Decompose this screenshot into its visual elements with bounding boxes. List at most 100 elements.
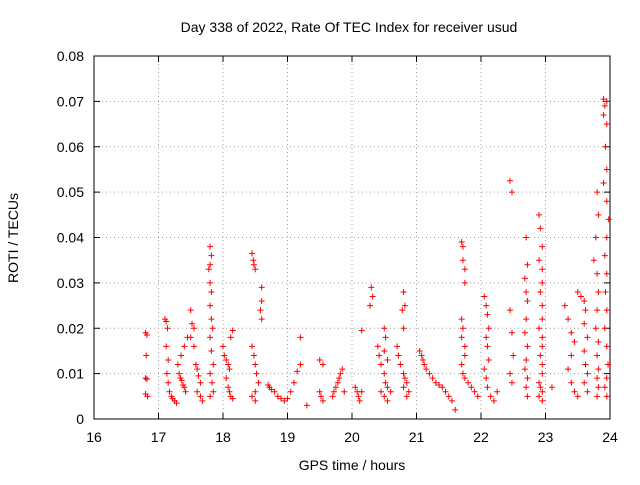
y-tick-label: 0 [76, 411, 84, 427]
data-point [486, 357, 492, 363]
data-point [465, 380, 471, 386]
data-point [472, 389, 478, 395]
data-point [388, 389, 394, 395]
data-point [594, 307, 600, 313]
data-point [507, 178, 513, 184]
data-point [484, 384, 490, 390]
data-point [208, 253, 214, 259]
data-point [568, 380, 574, 386]
data-point [483, 375, 489, 381]
data-point [523, 289, 529, 295]
data-point [539, 266, 545, 272]
x-tick-label: 17 [151, 429, 167, 445]
y-tick-label: 0.08 [57, 48, 84, 64]
data-point [524, 393, 530, 399]
y-tick-label: 0.02 [57, 320, 84, 336]
data-point [252, 266, 258, 272]
data-point [595, 212, 601, 218]
data-point [207, 262, 213, 268]
data-point [165, 325, 171, 331]
data-point [562, 303, 568, 309]
data-point [336, 375, 342, 381]
chart-title: Day 338 of 2022, Rate Of TEC Index for r… [181, 19, 518, 35]
data-point [602, 144, 608, 150]
data-point [601, 180, 607, 186]
data-point [593, 235, 599, 241]
data-point [584, 389, 590, 395]
data-point [584, 334, 590, 340]
data-point [462, 352, 468, 358]
data-point [359, 328, 365, 334]
data-point [604, 121, 610, 127]
x-tick-label: 22 [473, 429, 489, 445]
data-point [572, 389, 578, 395]
data-point [581, 348, 587, 354]
data-point [568, 330, 574, 336]
data-point [401, 384, 407, 390]
data-points [143, 96, 612, 413]
data-point [565, 316, 571, 322]
data-point [194, 389, 200, 395]
data-point [594, 189, 600, 195]
data-point [483, 334, 489, 340]
data-point [255, 380, 261, 386]
data-point [384, 357, 390, 363]
data-point [460, 325, 466, 331]
data-point [317, 389, 323, 395]
data-point [449, 398, 455, 404]
data-point [581, 380, 587, 386]
data-point [594, 393, 600, 399]
data-point [367, 303, 373, 309]
data-point [383, 334, 389, 340]
data-point [462, 280, 468, 286]
data-point [507, 371, 513, 377]
data-point [210, 325, 216, 331]
y-tick-label: 0.06 [57, 139, 84, 155]
data-point [176, 371, 182, 377]
x-tick-label: 24 [602, 429, 618, 445]
data-point [522, 366, 528, 372]
data-point [537, 289, 543, 295]
data-point [459, 362, 465, 368]
data-point [584, 371, 590, 377]
data-point [488, 393, 494, 399]
data-point [175, 362, 181, 368]
data-point [401, 325, 407, 331]
data-point [510, 352, 516, 358]
data-point [381, 325, 387, 331]
y-tick-label: 0.04 [57, 230, 84, 246]
data-point [252, 389, 258, 395]
data-point [208, 316, 214, 322]
data-point [193, 362, 199, 368]
data-point [178, 352, 184, 358]
data-point [401, 371, 407, 377]
data-point [226, 389, 232, 395]
data-point [375, 343, 381, 349]
data-point [565, 366, 571, 372]
data-point [460, 244, 466, 250]
data-point [426, 371, 432, 377]
data-point [210, 362, 216, 368]
data-point [378, 389, 384, 395]
data-point [254, 371, 260, 377]
x-tick-label: 16 [86, 429, 102, 445]
y-axis-label: ROTI / TECUs [5, 193, 21, 283]
data-point [144, 376, 150, 382]
data-point [381, 348, 387, 354]
data-point [484, 343, 490, 349]
data-point [317, 357, 323, 363]
data-point [524, 343, 530, 349]
data-point [297, 334, 303, 340]
data-point [494, 389, 500, 395]
data-point [397, 362, 403, 368]
data-point [509, 189, 515, 195]
data-point [595, 289, 601, 295]
data-point [602, 289, 608, 295]
data-point [604, 343, 610, 349]
data-point [249, 250, 255, 256]
data-point [606, 216, 612, 222]
data-point [539, 244, 545, 250]
data-point [509, 380, 515, 386]
data-point [468, 384, 474, 390]
data-point [593, 325, 599, 331]
